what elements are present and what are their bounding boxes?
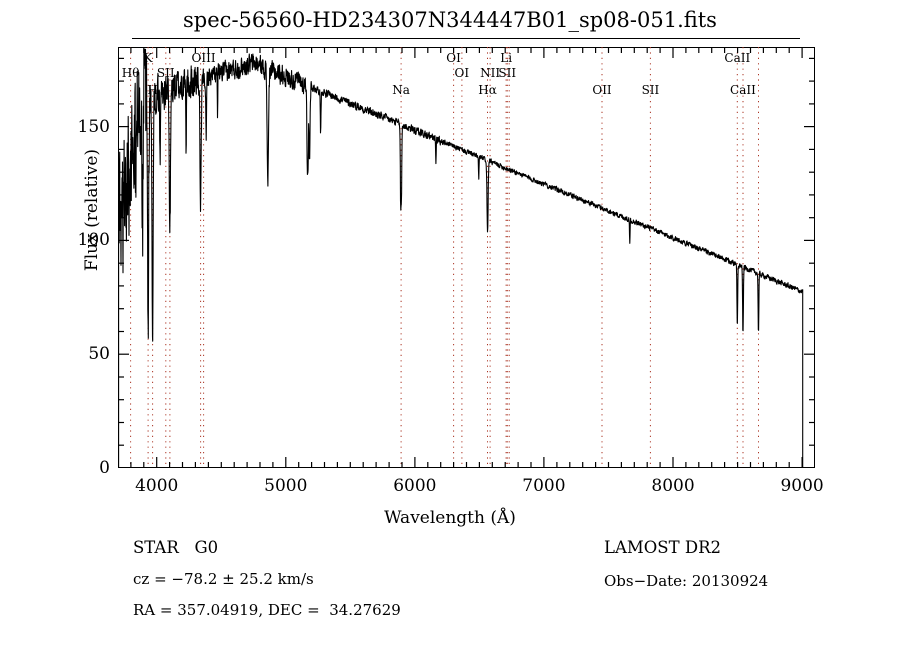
x-tick-label-4000: 4000	[135, 476, 179, 496]
line-label-OI: OI	[446, 51, 461, 65]
axis-ticks-group	[118, 47, 815, 468]
footer-star-class: STAR G0	[133, 538, 219, 557]
footer-obs-date: Obs−Date: 20130924	[604, 572, 769, 590]
line-label-K: K	[143, 51, 153, 65]
x-tick-label-5000: 5000	[264, 476, 308, 496]
y-tick-label-50: 50	[88, 344, 110, 365]
x-tick-label-7000: 7000	[522, 476, 566, 496]
line-label-SII: SII	[641, 83, 660, 97]
line-label-CaII: CaII	[730, 83, 756, 97]
line-label-SII: SII	[156, 66, 175, 80]
spectrum-svg	[118, 47, 815, 468]
line-label-Li: Li	[500, 51, 513, 65]
line-label-Na: Na	[392, 83, 410, 97]
marker-lines-group	[130, 47, 759, 468]
line-label-SII: SII	[498, 66, 517, 80]
x-tick-label-8000: 8000	[651, 476, 695, 496]
line-label-H: Hα	[478, 83, 497, 97]
line-label-H: H	[147, 83, 158, 97]
x-tick-label-6000: 6000	[393, 476, 437, 496]
x-tick-label-9000: 9000	[780, 476, 824, 496]
x-axis-label: Wavelength (Å)	[384, 508, 516, 528]
y-tick-label-150: 150	[77, 116, 110, 137]
line-label-CaII: CaII	[724, 51, 751, 65]
y-tick-label-100: 100	[77, 230, 110, 251]
y-tick-label-0: 0	[99, 458, 110, 478]
title-underline	[132, 38, 800, 39]
line-label-OIII: OIII	[191, 51, 216, 65]
line-label-NII: NII	[480, 66, 501, 80]
footer-radec: RA = 357.04919, DEC = 34.27629	[133, 601, 401, 619]
footer-survey: LAMOST DR2	[604, 538, 721, 557]
page-title: spec-56560-HD234307N344447B01_sp08-051.f…	[183, 8, 717, 32]
footer-cz: cz = −78.2 ± 25.2 km/s	[133, 570, 314, 588]
y-axis-label: Flux (relative)	[82, 148, 102, 272]
spectrum-trace	[118, 48, 804, 468]
plot-area	[118, 47, 815, 468]
line-label-H: Hθ	[121, 66, 140, 80]
line-label-OI: OI	[454, 66, 470, 80]
line-label-OII: OII	[592, 83, 612, 97]
